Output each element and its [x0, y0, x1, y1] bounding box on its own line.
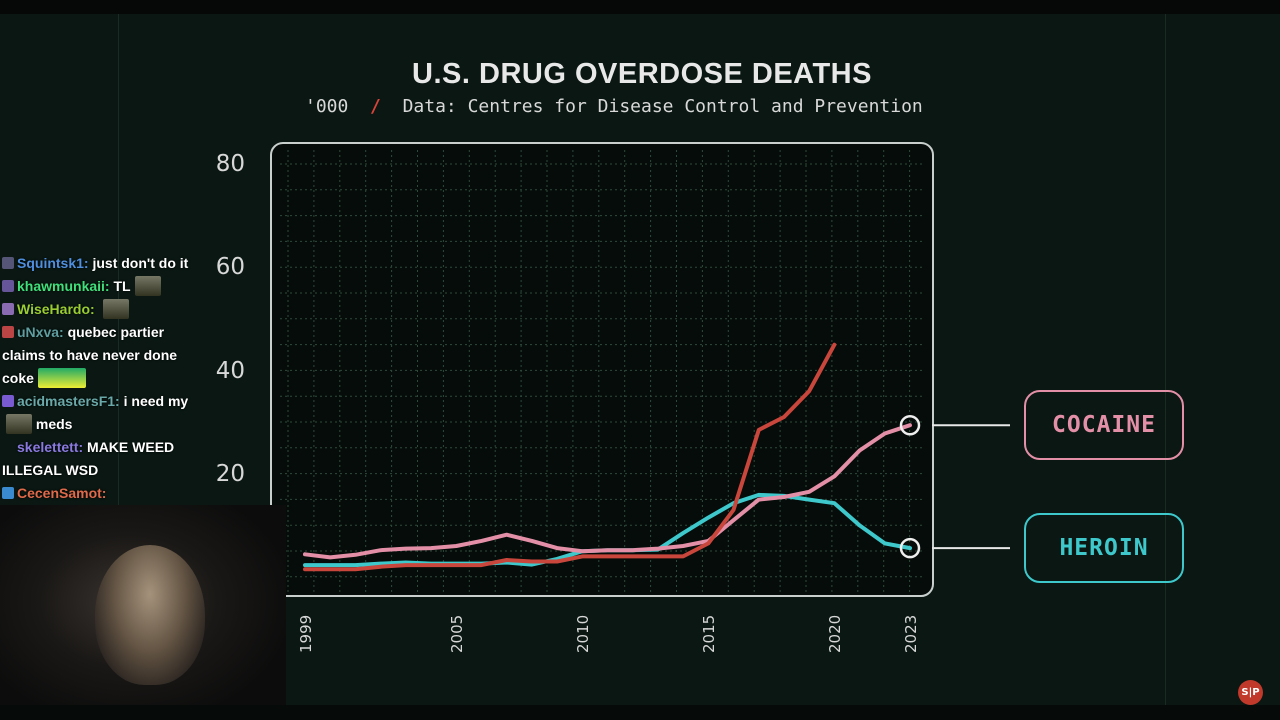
chat-message: acidmastersF1: i need my meds: [0, 390, 205, 436]
x-tick-label: 1999: [297, 614, 315, 653]
emote-icon: [37, 368, 86, 388]
legend-label: HEROIN: [1059, 535, 1149, 562]
end-marker-cocaine: [899, 414, 921, 436]
legend-label: COCAINE: [1052, 412, 1156, 439]
chat-message: khawmunkaii: TL: [0, 275, 205, 298]
x-tick-label: 2023: [902, 614, 920, 653]
end-marker-heroin: [899, 537, 921, 559]
series-line-cocaine: [303, 423, 912, 560]
bottom-bar: [0, 705, 1280, 720]
source-label: Data: Centres for Disease Control and Pr…: [402, 96, 923, 117]
webcam-feed: [0, 505, 286, 720]
badge-icon: [2, 326, 14, 338]
badge-icon: [2, 441, 14, 453]
plot-frame: [270, 142, 934, 597]
badge-icon: [2, 303, 14, 315]
chat-message: uNxva: quebec partier claims to have nev…: [0, 321, 205, 390]
chat-username[interactable]: khawmunkaii:: [17, 278, 114, 294]
chat-text: TL: [113, 278, 131, 294]
emote-icon: [134, 276, 161, 296]
chat-message: WiseHardo:: [0, 298, 205, 321]
badge-icon: [2, 395, 14, 407]
channel-logo: S|P: [1238, 680, 1263, 705]
emote-icon: [102, 299, 129, 319]
chat-username[interactable]: acidmastersF1:: [17, 393, 124, 409]
badge-icon: [2, 487, 14, 499]
x-tick-label: 2015: [700, 614, 719, 653]
y-tick-label: 40: [215, 357, 245, 384]
chat-username[interactable]: CecenSamot:: [17, 485, 107, 501]
streamer: [95, 545, 205, 685]
y-tick-label: 80: [215, 151, 245, 177]
legend-heroin: HEROIN: [1024, 513, 1184, 584]
chat-message: Squintsk1: just don't do it: [0, 252, 205, 275]
chat-username[interactable]: skelettett:: [17, 439, 88, 455]
chat-text: MAKE WEED ILLEGAL WSD: [2, 439, 175, 478]
x-tick-label: 2005: [448, 614, 467, 653]
badge-icon: [2, 280, 14, 292]
chat-username[interactable]: Squintsk1:: [17, 255, 93, 271]
badge-icon: [2, 257, 14, 269]
series-line-opioids: [303, 342, 837, 572]
chat-message: skelettett: MAKE WEED ILLEGAL WSD: [0, 436, 205, 482]
chat-username[interactable]: uNxva:: [17, 324, 68, 340]
x-tick-label: 2020: [826, 614, 845, 653]
y-tick-label: 60: [215, 254, 245, 281]
y-tick-label: 20: [215, 460, 245, 487]
chat-text: i need my: [123, 393, 189, 409]
x-tick-label: 2010: [574, 614, 593, 653]
panel-divider: [1165, 14, 1166, 705]
chat-text: just don't do it: [92, 255, 189, 271]
chat-text: quebec partier claims to have never done…: [2, 324, 178, 386]
chat-username[interactable]: WiseHardo:: [17, 301, 99, 317]
unit-label: '000: [305, 96, 349, 117]
chart-title: U.S. DRUG OVERDOSE DEATHS: [412, 58, 872, 90]
chat-overlay: Squintsk1: just don't do it khawmunkaii: …: [0, 252, 205, 505]
chart-subtitle: '000 / Data: Centres for Disease Control…: [305, 96, 923, 117]
top-bar: [0, 0, 1280, 14]
separator: /: [370, 96, 381, 117]
chat-text: meds: [32, 416, 73, 432]
chat-message: CecenSamot:: [0, 482, 205, 505]
panel-divider: [118, 14, 119, 705]
legend-cocaine: COCAINE: [1024, 390, 1184, 461]
emote-icon: [6, 414, 32, 434]
